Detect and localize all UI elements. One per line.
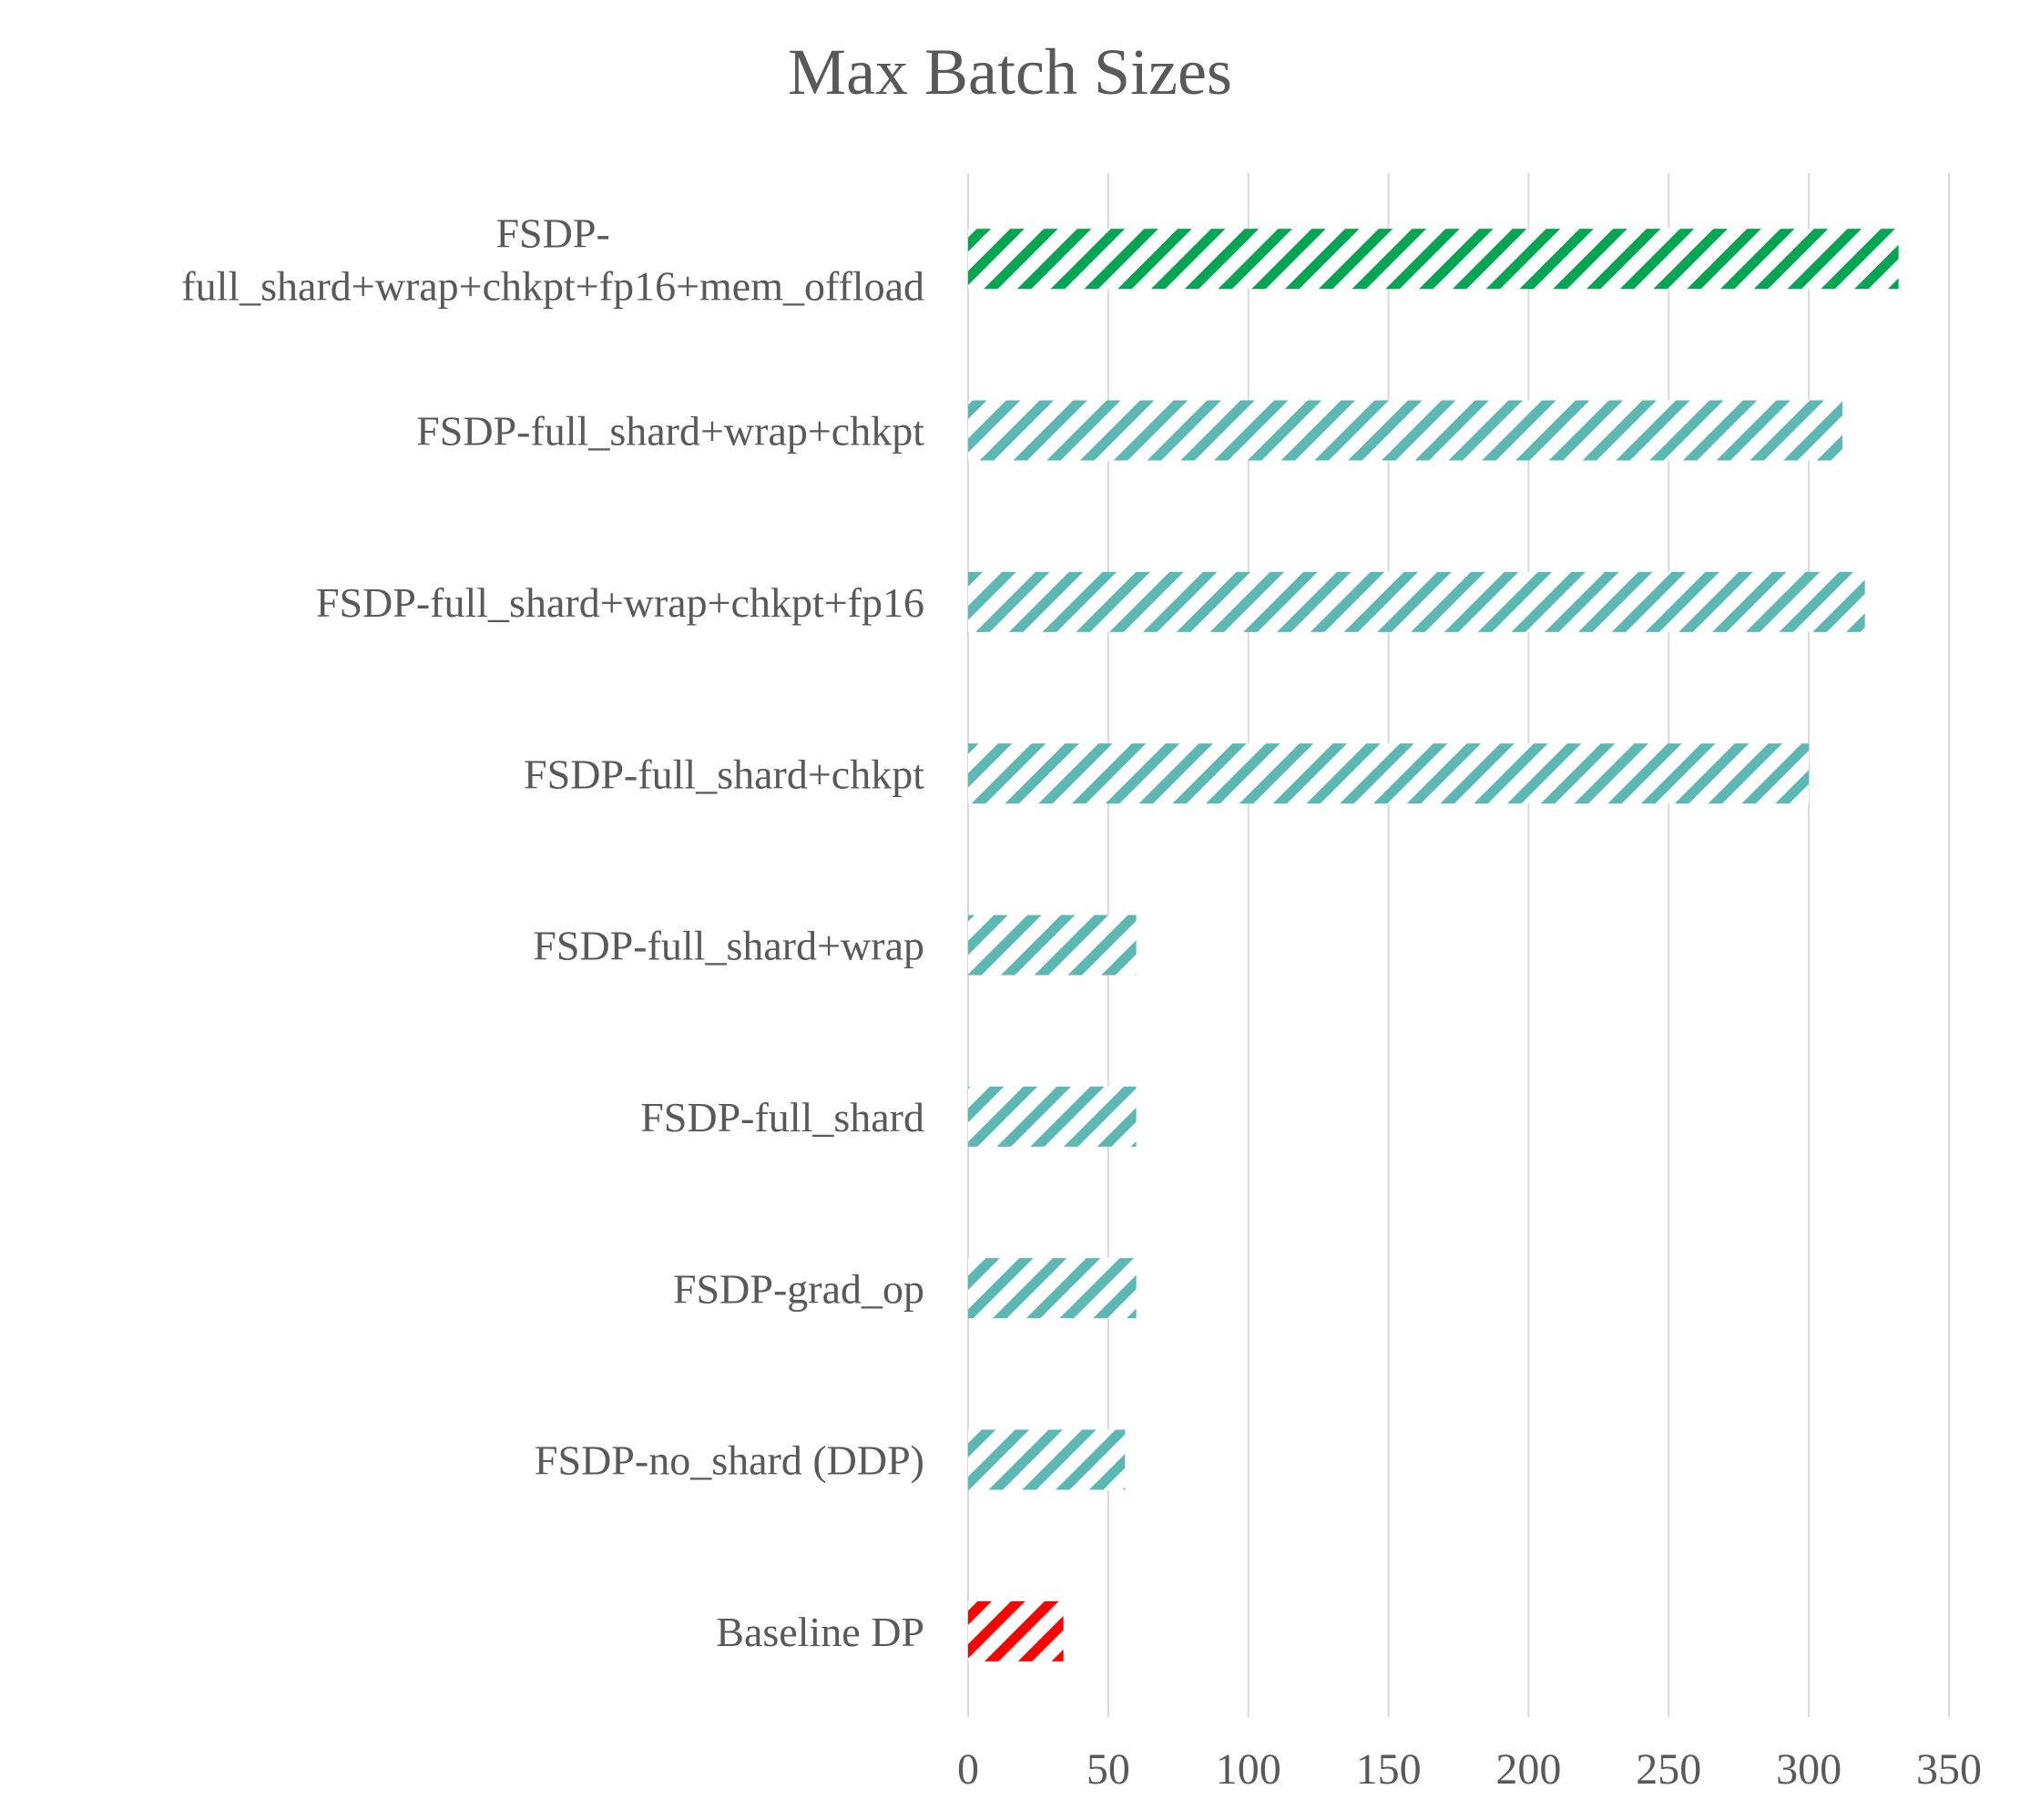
bar	[968, 1258, 1137, 1319]
category-labels: FSDP-full_shard+wrap+chkpt+fp16+mem_offl…	[181, 210, 924, 1655]
x-tick-label: 350	[1916, 1745, 1982, 1794]
category-label: FSDP-full_shard+chkpt	[524, 751, 924, 797]
x-tick-label: 100	[1216, 1745, 1281, 1794]
bar	[968, 1086, 1137, 1147]
x-tick-label: 200	[1495, 1745, 1561, 1794]
category-label: FSDP-full_shard+wrap+chkpt+fp16	[316, 579, 924, 626]
x-tick-label: 250	[1636, 1745, 1701, 1794]
category-label: Baseline DP	[716, 1609, 924, 1655]
category-label: FSDP-full_shard	[640, 1094, 924, 1140]
category-label: FSDP-	[495, 210, 609, 256]
bar	[968, 1600, 1064, 1662]
category-label: full_shard+wrap+chkpt+fp16+mem_offload	[181, 262, 924, 309]
bars	[968, 229, 1899, 1662]
x-tick-label: 0	[957, 1745, 979, 1794]
bar	[968, 571, 1865, 632]
bar	[968, 1429, 1126, 1490]
chart-title: Max Batch Sizes	[788, 36, 1232, 108]
category-label: FSDP-full_shard+wrap+chkpt	[416, 408, 924, 455]
category-label: FSDP-grad_op	[673, 1265, 924, 1312]
category-label: FSDP-full_shard+wrap	[533, 923, 924, 969]
x-tick-label: 150	[1356, 1745, 1422, 1794]
category-label: FSDP-no_shard (DDP)	[535, 1437, 924, 1484]
x-tick-label: 50	[1087, 1745, 1130, 1794]
bar	[968, 743, 1810, 804]
bar	[968, 229, 1899, 290]
x-tick-labels: 0 50 100 150 200 250 300 350	[957, 1745, 1982, 1794]
bar	[968, 400, 1843, 461]
bar	[968, 915, 1137, 976]
x-tick-label: 300	[1776, 1745, 1841, 1794]
